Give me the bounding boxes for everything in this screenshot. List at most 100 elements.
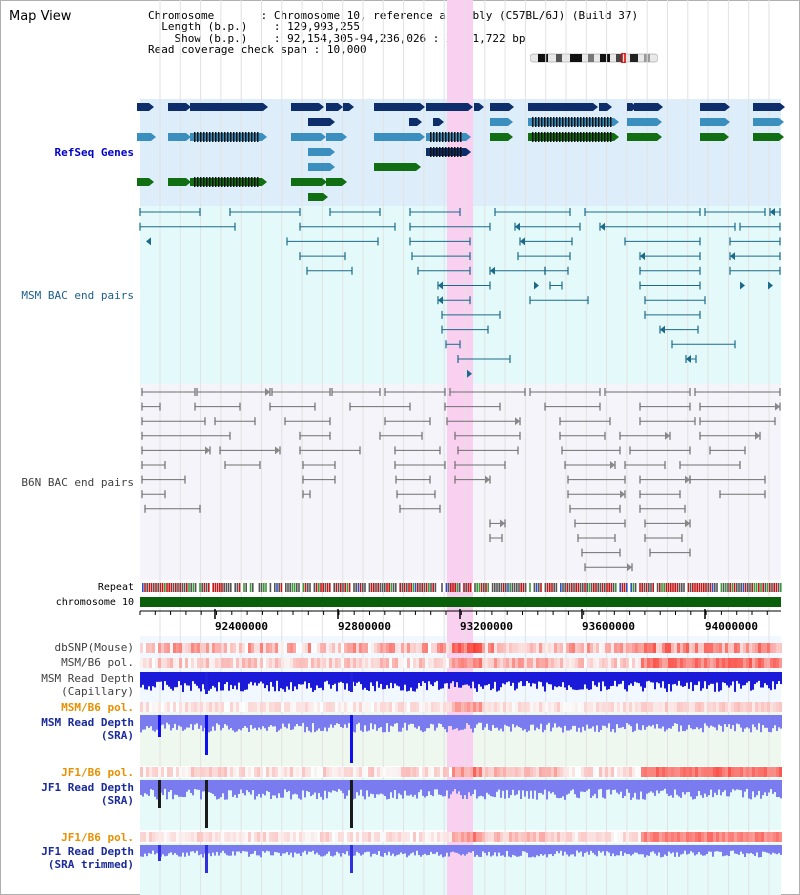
- repeat-element: [452, 583, 454, 592]
- gene-feature[interactable]: [753, 118, 779, 126]
- gene-feature[interactable]: [291, 103, 319, 111]
- gene-feature[interactable]: [308, 118, 330, 126]
- gene-feature[interactable]: [326, 103, 338, 111]
- heatmap-cell: [713, 832, 716, 842]
- gene-feature[interactable]: [490, 118, 508, 126]
- gene-feature[interactable]: [326, 178, 342, 186]
- heatmap-cell: [389, 832, 392, 842]
- depth-bar: [150, 715, 152, 727]
- repeat-element: [390, 583, 393, 592]
- heatmap-cell: [335, 643, 338, 653]
- gene-feature[interactable]: [700, 103, 725, 111]
- gene-feature[interactable]: [627, 103, 632, 111]
- depth-bar: [326, 780, 328, 799]
- heatmap-cell: [236, 702, 239, 712]
- heatmap-cell: [650, 832, 653, 842]
- heatmap-cell: [152, 702, 155, 712]
- gene-feature[interactable]: [168, 133, 186, 141]
- heatmap-cell: [296, 702, 299, 712]
- gene-feature[interactable]: [308, 148, 330, 156]
- repeat-element: [309, 583, 311, 592]
- gene-feature[interactable]: [409, 118, 417, 126]
- gene-feature[interactable]: [753, 133, 779, 141]
- gene-feature[interactable]: [326, 133, 342, 141]
- heatmap-cell: [275, 702, 278, 712]
- heatmap-cell: [317, 658, 320, 668]
- heatmap-cell: [635, 658, 638, 668]
- gene-feature[interactable]: [474, 103, 479, 111]
- exon-mark: [433, 147, 435, 157]
- heatmap-cell: [731, 643, 734, 653]
- depth-bar: [712, 672, 714, 684]
- heatmap-cell: [740, 643, 743, 653]
- gene-feature[interactable]: [599, 103, 607, 111]
- gene-feature[interactable]: [168, 178, 186, 186]
- depth-bar: [408, 715, 410, 725]
- gene-feature[interactable]: [700, 133, 724, 141]
- depth-bar: [660, 780, 662, 791]
- heatmap-cell: [428, 832, 431, 842]
- gene-feature[interactable]: [753, 103, 780, 111]
- depth-bar: [214, 845, 216, 856]
- gene-feature[interactable]: [627, 118, 657, 126]
- depth-bar: [680, 845, 682, 855]
- depth-bar: [654, 780, 656, 796]
- gene-feature[interactable]: [190, 133, 262, 141]
- gene-feature[interactable]: [190, 103, 263, 111]
- repeat-element: [153, 583, 155, 592]
- heatmap-cell: [647, 702, 650, 712]
- gene-feature[interactable]: [137, 133, 151, 141]
- gene-feature[interactable]: [426, 103, 468, 111]
- gene-feature[interactable]: [374, 103, 420, 111]
- heatmap-cell: [431, 702, 434, 712]
- depth-bar: [720, 672, 722, 691]
- heatmap-cell: [425, 767, 428, 777]
- gene-feature[interactable]: [300, 178, 322, 186]
- gene-feature[interactable]: [137, 178, 149, 186]
- gene-feature[interactable]: [343, 103, 349, 111]
- repeat-element: [678, 583, 681, 592]
- heatmap-cell: [629, 767, 632, 777]
- jf1-depth-trimmed-label: JF1 Read Depth: [41, 845, 134, 858]
- gene-feature[interactable]: [433, 118, 439, 126]
- heatmap-cell: [458, 767, 461, 777]
- gene-feature[interactable]: [700, 118, 725, 126]
- repeat-element: [331, 583, 333, 592]
- depth-bar: [484, 715, 486, 728]
- heatmap-cell: [632, 643, 635, 653]
- depth-bar: [286, 672, 288, 687]
- gene-feature[interactable]: [291, 133, 321, 141]
- depth-bar: [222, 845, 224, 851]
- depth-bar: [178, 715, 180, 726]
- depth-bar: [536, 715, 538, 728]
- depth-bar: [422, 780, 424, 796]
- gene-feature[interactable]: [528, 103, 593, 111]
- gene-feature[interactable]: [308, 163, 330, 171]
- gene-feature[interactable]: [627, 133, 657, 141]
- depth-bar: [362, 715, 364, 732]
- heatmap-cell: [293, 702, 296, 712]
- depth-bar: [308, 845, 310, 852]
- heatmap-cell: [332, 832, 335, 842]
- gene-feature[interactable]: [490, 133, 508, 141]
- depth-bar: [278, 715, 280, 731]
- heatmap-cell: [488, 643, 491, 653]
- gene-feature[interactable]: [634, 103, 658, 111]
- depth-bar: [686, 845, 688, 855]
- strand-arrow: [724, 133, 729, 141]
- heatmap-cell: [281, 643, 284, 653]
- gene-feature[interactable]: [308, 193, 323, 201]
- depth-bar: [408, 672, 410, 691]
- gene-feature[interactable]: [190, 178, 262, 186]
- heatmap-cell: [149, 702, 152, 712]
- gene-feature[interactable]: [374, 133, 420, 141]
- strand-arrow: [779, 133, 784, 141]
- heatmap-cell: [716, 658, 719, 668]
- heatmap-cell: [335, 832, 338, 842]
- gene-feature[interactable]: [490, 103, 509, 111]
- gene-feature[interactable]: [374, 163, 416, 171]
- depth-bar: [310, 672, 312, 688]
- depth-bar: [174, 715, 176, 724]
- gene-feature[interactable]: [137, 103, 149, 111]
- gene-feature[interactable]: [168, 103, 186, 111]
